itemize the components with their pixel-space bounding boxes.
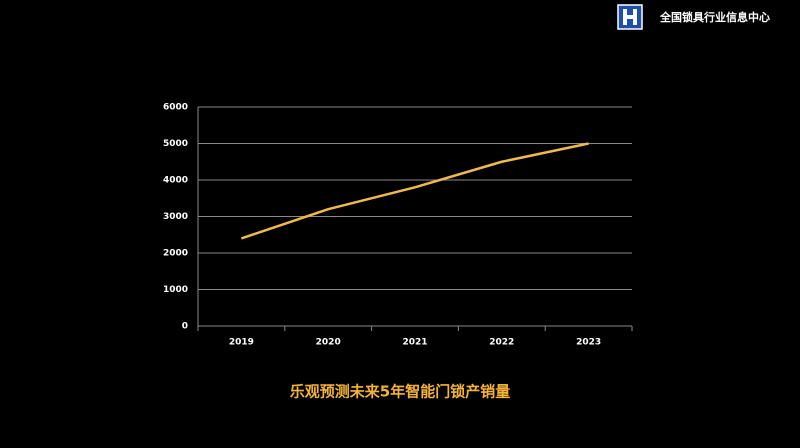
- logo-bar: [623, 15, 637, 19]
- brand: 全国锁具行业信息中心: [659, 10, 770, 24]
- y-tick-label: 4000: [163, 176, 188, 186]
- x-tick-label: 2019: [229, 338, 254, 348]
- x-tick-label: 2022: [489, 338, 514, 348]
- x-tick-label: 2021: [402, 338, 427, 348]
- chart-title: 乐观预测未来5年智能门锁产销量: [290, 383, 510, 401]
- logo-box: [617, 4, 643, 30]
- y-tick-label: 6000: [163, 103, 188, 113]
- y-tick-label: 0: [182, 322, 188, 332]
- y-tick-label: 5000: [163, 139, 188, 149]
- x-tick-label: 2020: [316, 338, 341, 348]
- logo: [617, 4, 643, 30]
- y-tick-label: 3000: [163, 212, 188, 222]
- line: [241, 142, 589, 240]
- y-tick-label: 2000: [163, 249, 188, 259]
- x-tick-label: 2023: [576, 338, 601, 348]
- y-tick-label: 1000: [163, 285, 188, 295]
